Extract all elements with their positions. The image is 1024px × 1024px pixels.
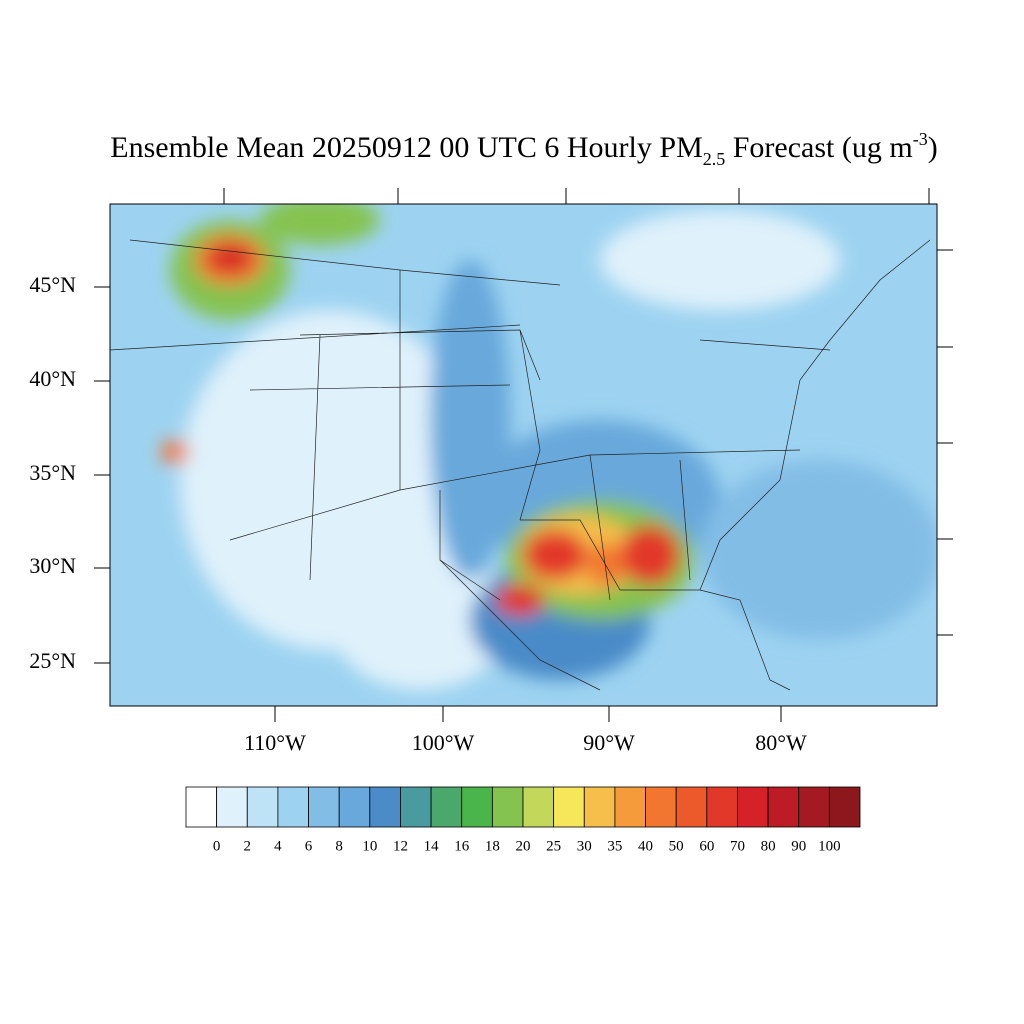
colorbar-label: 6 [305, 838, 313, 854]
lat-label: 30°N [29, 553, 76, 578]
colorbar-label: 4 [274, 838, 282, 854]
colorbar-box [706, 786, 738, 828]
colorbar-box [277, 786, 309, 828]
colorbar-box [737, 786, 769, 828]
lat-label: 45°N [29, 272, 76, 297]
colorbar-box [308, 786, 340, 828]
colorbar-label: 30 [577, 838, 592, 854]
colorbar-label: 50 [669, 838, 684, 854]
colorbar-label: 35 [607, 838, 622, 854]
colorbar-box [185, 786, 218, 828]
title-subscript: 2.5 [703, 149, 726, 169]
colorbar-label: 90 [791, 838, 806, 854]
colorbar-label: 14 [424, 838, 440, 854]
map-ticks [94, 188, 953, 722]
colorbar-box [553, 786, 585, 828]
map-title: Ensemble Mean 20250912 00 UTC 6 Hourly P… [110, 129, 937, 169]
colorbar-label: 40 [638, 838, 653, 854]
map-field [110, 204, 937, 706]
lat-label: 25°N [29, 648, 76, 673]
title-main: Ensemble Mean 20250912 00 UTC 6 Hourly P… [110, 131, 702, 164]
lon-label: 90°W [583, 730, 635, 755]
lon-label: 110°W [244, 730, 306, 755]
title-superscript: -3 [913, 129, 928, 149]
colorbar-box [461, 786, 493, 828]
colorbar-box [400, 786, 432, 828]
lat-label: 40°N [29, 366, 76, 391]
colorbar-label: 80 [761, 838, 776, 854]
colorbar-label: 100 [818, 838, 841, 854]
map-frame [109, 203, 938, 707]
colorbar: 0 2 4 6 8 10 12 14 16 18 20 25 30 35 40 50 60 70 80 90 100 [185, 786, 861, 854]
colorbar-box [491, 786, 524, 828]
colorbar-label: 2 [244, 838, 252, 854]
colorbar-box [430, 786, 463, 828]
colorbar-label: 16 [454, 838, 470, 854]
colorbar-label: 25 [546, 838, 561, 854]
colorbar-box [522, 786, 555, 828]
colorbar-box [798, 786, 830, 828]
lon-label: 80°W [755, 730, 807, 755]
colorbar-label: 8 [335, 838, 343, 854]
lat-label: 35°N [29, 460, 76, 485]
colorbar-box [767, 786, 800, 828]
colorbar-box [645, 786, 677, 828]
colorbar-box [216, 786, 248, 828]
colorbar-box [338, 786, 371, 828]
colorbar-box [369, 786, 401, 828]
colorbar-label: 60 [699, 838, 714, 854]
colorbar-box [828, 786, 861, 828]
title-close: ) [928, 131, 938, 164]
colorbar-box [583, 786, 616, 828]
colorbar-label: 10 [362, 838, 377, 854]
colorbar-label: 0 [213, 838, 221, 854]
colorbar-label: 12 [393, 838, 408, 854]
colorbar-box [614, 786, 646, 828]
title-after: Forecast (ug m [725, 131, 912, 164]
colorbar-label: 20 [516, 838, 531, 854]
colorbar-box [246, 786, 279, 828]
lon-label: 100°W [412, 730, 475, 755]
colorbar-label: 70 [730, 838, 745, 854]
colorbar-label: 18 [485, 838, 500, 854]
colorbar-box [675, 786, 708, 828]
